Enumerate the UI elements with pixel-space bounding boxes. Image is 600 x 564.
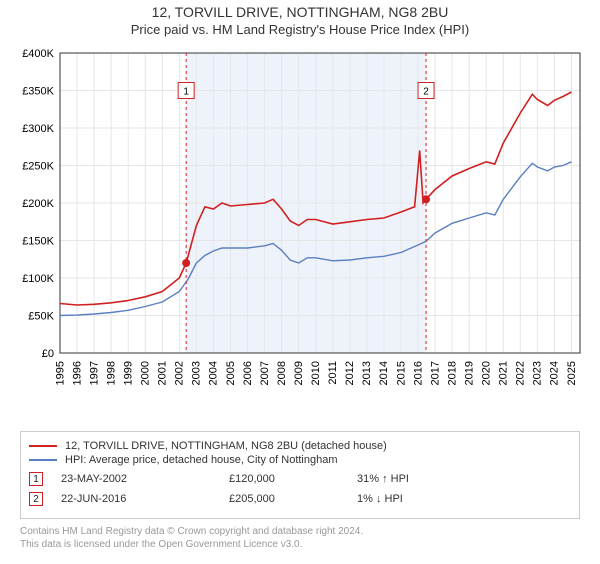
legend-label: HPI: Average price, detached house, City… [65, 454, 338, 466]
x-tick-label: 2005 [225, 361, 237, 385]
x-tick-label: 2009 [293, 361, 305, 385]
transaction-date: 22-JUN-2016 [61, 493, 221, 505]
transaction-marker: 1 [29, 472, 43, 486]
tx-marker-label-2: 2 [423, 87, 429, 98]
x-tick-label: 2024 [549, 361, 561, 385]
x-tick-label: 1998 [105, 361, 117, 385]
x-tick-label: 2023 [532, 361, 544, 385]
y-tick-label: £400K [22, 48, 54, 60]
tx-marker-label-1: 1 [183, 87, 189, 98]
legend: 12, TORVILL DRIVE, NOTTINGHAM, NG8 2BU (… [29, 440, 571, 466]
x-tick-label: 1997 [88, 361, 100, 385]
tx-marker-point-2 [422, 195, 430, 203]
legend-label: 12, TORVILL DRIVE, NOTTINGHAM, NG8 2BU (… [65, 440, 387, 452]
x-tick-label: 2025 [566, 361, 578, 385]
x-tick-label: 2013 [361, 361, 373, 385]
y-tick-label: £200K [22, 198, 54, 210]
x-tick-label: 2015 [395, 361, 407, 385]
y-tick-label: £350K [22, 86, 54, 98]
x-tick-label: 2002 [174, 361, 186, 385]
subtitle: Price paid vs. HM Land Registry's House … [0, 22, 600, 37]
transactions-list: 1 23-MAY-2002 £120,000 31% ↑ HPI 2 22-JUN-201… [29, 472, 571, 506]
x-tick-label: 2006 [242, 361, 254, 385]
tx-marker-point-1 [182, 259, 190, 267]
x-tick-label: 2014 [378, 361, 390, 385]
chart-svg: £0 £50K £100K £150K £200K £250K £300K £350K £400… [10, 43, 590, 423]
x-tick-label: 1996 [71, 361, 83, 385]
x-tick-label: 2017 [429, 361, 441, 385]
x-tick-label: 2020 [481, 361, 493, 385]
transaction-row: 1 23-MAY-2002 £120,000 31% ↑ HPI [29, 472, 571, 486]
x-tick-label: 2021 [498, 361, 510, 385]
legend-and-transactions: 12, TORVILL DRIVE, NOTTINGHAM, NG8 2BU (… [20, 431, 580, 519]
x-tick-label: 2003 [191, 361, 203, 385]
x-tick-label: 2000 [140, 361, 152, 385]
legend-swatch [29, 445, 57, 447]
x-tick-label: 1999 [122, 361, 134, 385]
y-tick-label: £150K [22, 236, 54, 248]
x-tick-label: 2004 [208, 361, 220, 385]
x-tick-label: 2019 [463, 361, 475, 385]
transaction-date: 23-MAY-2002 [61, 473, 221, 485]
transaction-price: £120,000 [229, 473, 349, 485]
y-tick-label: £300K [22, 123, 54, 135]
copyright-line1: Contains HM Land Registry data © Crown c… [20, 525, 580, 538]
legend-swatch [29, 459, 57, 461]
transaction-delta: 1% ↓ HPI [357, 493, 477, 505]
y-tick-label: £100K [22, 273, 54, 285]
x-tick-label: 2001 [157, 361, 169, 385]
x-tick-label: 2011 [327, 361, 339, 385]
transaction-delta: 31% ↑ HPI [357, 473, 477, 485]
legend-row: 12, TORVILL DRIVE, NOTTINGHAM, NG8 2BU (… [29, 440, 571, 452]
address-title: 12, TORVILL DRIVE, NOTTINGHAM, NG8 2BU [0, 4, 600, 20]
x-tick-label: 2007 [259, 361, 271, 385]
x-tick-label: 2022 [515, 361, 527, 385]
legend-row: HPI: Average price, detached house, City… [29, 454, 571, 466]
transaction-price: £205,000 [229, 493, 349, 505]
transaction-row: 2 22-JUN-2016 £205,000 1% ↓ HPI [29, 492, 571, 506]
copyright-line2: This data is licensed under the Open Gov… [20, 538, 580, 551]
transaction-marker: 2 [29, 492, 43, 506]
y-tick-label: £0 [42, 348, 54, 360]
x-tick-label: 2010 [310, 361, 322, 385]
y-tick-label: £50K [28, 311, 54, 323]
x-tick-label: 2018 [446, 361, 458, 385]
x-tick-label: 2012 [344, 361, 356, 385]
x-tick-label: 1995 [54, 361, 66, 385]
x-tick-label: 2008 [276, 361, 288, 385]
price-chart: £0 £50K £100K £150K £200K £250K £300K £350K £400… [10, 43, 590, 423]
y-tick-label: £250K [22, 161, 54, 173]
x-tick-label: 2016 [412, 361, 424, 385]
copyright: Contains HM Land Registry data © Crown c… [20, 525, 580, 551]
